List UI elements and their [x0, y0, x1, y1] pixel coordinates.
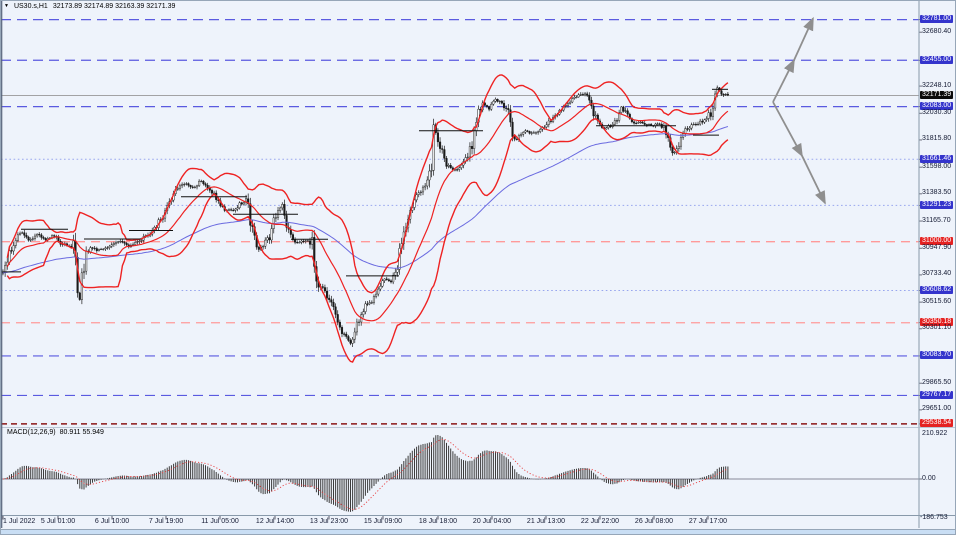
- bollinger-upper-band: [6, 74, 729, 294]
- price-level-label: 31000.00: [920, 237, 954, 246]
- projection-arrow-down[interactable]: [772, 101, 803, 158]
- time-axis-label: 7 Jul 19:00: [148, 518, 184, 525]
- window-bottom-edge: [1, 529, 955, 534]
- current-price-label: 32171.39: [920, 91, 954, 100]
- price-level-label: 32455.00: [920, 55, 954, 64]
- projection-arrow-up[interactable]: [793, 16, 814, 61]
- time-axis-label: 15 Jul 09:00: [363, 518, 403, 525]
- time-axis-label: 22 Jul 22:00: [580, 518, 620, 525]
- price-axis-label: 31383.50: [922, 189, 952, 197]
- price-level-label: 32781.00: [920, 15, 954, 24]
- macd-scale-top: 210.922: [922, 430, 948, 437]
- time-axis-label: 26 Jul 08:00: [634, 518, 674, 525]
- chart-title-bar: ▼ US30.s,H1 32173.89 32174.89 32163.39 3…: [4, 2, 175, 11]
- price-level-label: 29538.54: [920, 419, 954, 428]
- price-level-label: 29767.17: [920, 390, 954, 399]
- time-axis-label: 1 Jul 2022: [3, 518, 36, 525]
- triangle-down-icon[interactable]: ▼: [4, 3, 9, 9]
- macd-indicator-label: MACD(12,26,9) 80.911 55.949: [7, 429, 104, 437]
- macd-panel: [1, 435, 922, 512]
- level-lines: [1, 19, 922, 425]
- price-axis-label: 32248.10: [922, 81, 952, 89]
- price-level-label: 31291.23: [920, 200, 954, 209]
- bear-candle-bodies: [10, 87, 729, 344]
- price-level-label: 32083.00: [920, 102, 954, 111]
- macd-scale-zero: 0.00: [922, 475, 936, 482]
- price-axis-label: 29865.50: [922, 378, 952, 386]
- price-axis-label: 30515.60: [922, 297, 952, 305]
- price-axis[interactable]: [919, 1, 955, 516]
- time-axis-label: 12 Jul 14:00: [255, 518, 295, 525]
- price-axis-label: 32030.30: [922, 108, 952, 116]
- price-axis-label: 30301.10: [922, 324, 952, 332]
- macd-scale-bottom: -186.753: [920, 514, 948, 521]
- bollinger-lower-band: [6, 118, 729, 363]
- time-axis-label: 11 Jul 05:00: [201, 518, 239, 525]
- price-axis-label: 29651.00: [922, 405, 952, 413]
- macd-signal-line: [2, 438, 729, 510]
- annotation-segments: [1, 88, 728, 277]
- time-axis-label: 27 Jul 17:00: [688, 518, 728, 525]
- indicator-lines: [2, 74, 729, 363]
- projection-arrow-up[interactable]: [772, 58, 795, 103]
- projection-arrow-down[interactable]: [801, 155, 826, 205]
- time-axis-label: 18 Jul 18:00: [418, 518, 458, 525]
- candles: [1, 85, 729, 347]
- price-level-label: 30350.18: [920, 318, 954, 327]
- ohlc-values-label: 32173.89 32174.89 32163.39 32171.39: [52, 2, 176, 10]
- price-axis-label: 30947.90: [922, 243, 952, 251]
- macd-histogram: [4, 435, 729, 512]
- time-axis-label: 20 Jul 04:00: [472, 518, 512, 525]
- macd-name: MACD(12,26,9): [7, 429, 56, 436]
- price-axis-label: 30733.40: [922, 270, 952, 278]
- price-level-label: 30083.70: [920, 351, 954, 360]
- price-axis-label: 31815.80: [922, 135, 952, 143]
- price-axis-label: 31165.70: [922, 216, 951, 224]
- price-axis-label: 31598.00: [922, 162, 952, 170]
- slow-ma-line: [2, 126, 729, 274]
- price-axis-label: 32680.40: [922, 27, 952, 35]
- symbol-timeframe-label: US30.s,H1: [13, 2, 48, 10]
- time-axis-label: 5 Jul 01:00: [40, 518, 76, 525]
- bull-candle-bodies: [1, 87, 727, 344]
- fast-ma-line: [6, 102, 729, 322]
- macd-values: 80.911 55.949: [59, 429, 104, 436]
- projection-arrows: [772, 16, 826, 205]
- time-axis-label: 21 Jul 13:00: [526, 518, 566, 525]
- price-level-label: 30608.62: [920, 285, 954, 294]
- time-axis-label: 6 Jul 10:00: [94, 518, 130, 525]
- price-level-label: 31661.46: [920, 154, 954, 163]
- time-axis-label: 13 Jul 23:00: [309, 518, 349, 525]
